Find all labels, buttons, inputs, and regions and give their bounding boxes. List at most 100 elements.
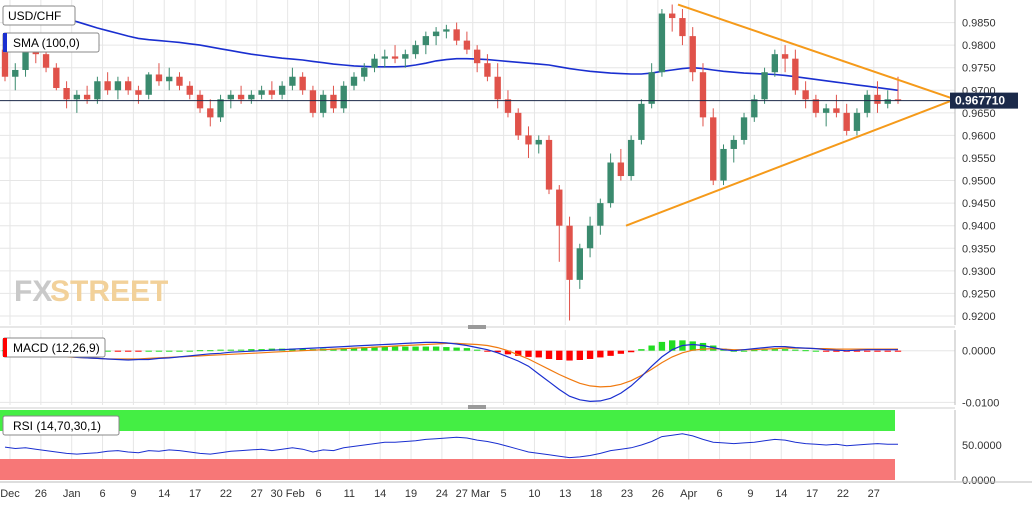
candle-body [556, 189, 563, 226]
price-panel[interactable]: FX STREET 0.98500.98000.97500.97000.9650… [0, 0, 1018, 325]
macd-histogram-bar [391, 346, 399, 351]
macd-histogram-bar [217, 349, 224, 351]
resize-grip-1[interactable] [468, 325, 486, 329]
current-price-tag-box [950, 92, 1018, 109]
price-tick-label: 0.9500 [962, 176, 996, 188]
candle-body [710, 117, 717, 181]
candle-body [648, 72, 655, 104]
candle-body [412, 45, 419, 55]
candle-body [473, 49, 481, 64]
candle-down [699, 63, 707, 127]
candle-up [145, 72, 152, 100]
candle-down [453, 22, 460, 46]
candle-body [576, 248, 583, 280]
rsi-overbought-zone [0, 410, 895, 431]
x-tick-label: Jan [63, 488, 81, 500]
x-tick-label: 9 [130, 488, 136, 500]
candle-down [473, 45, 481, 73]
macd-histogram-bar [648, 345, 655, 351]
candle-up [94, 76, 101, 104]
sma-path [4, 8, 899, 92]
price-tick-label: 0.9400 [962, 221, 996, 233]
candle-body [689, 36, 696, 73]
x-tick-label: 17 [189, 488, 201, 500]
candle-body [114, 81, 122, 91]
candle-body [371, 58, 378, 68]
candle-body [381, 56, 388, 59]
macd-histogram-bar [155, 350, 163, 352]
candle-body [278, 85, 286, 95]
candle-down [484, 54, 491, 82]
macd-histogram-bar [504, 350, 512, 355]
candle-down [309, 85, 317, 118]
sma-label[interactable]: SMA (100,0) [2, 32, 100, 53]
candle-up [114, 76, 122, 100]
macd-histogram-bar [740, 350, 748, 352]
candle-body [894, 99, 902, 101]
candle-body [422, 36, 430, 46]
macd-panel[interactable]: 0.0000 -0.0100 MACD (12,26,9) [0, 330, 999, 409]
price-tick-label: 0.9850 [962, 18, 996, 30]
candle-down [196, 90, 204, 113]
candles[interactable] [1, 4, 902, 321]
macd-label[interactable]: MACD (12,26,9) [2, 337, 106, 358]
candle-body [350, 76, 358, 86]
candle-body [361, 67, 368, 77]
macd-histogram-bar [586, 350, 594, 359]
price-tick-labels: 0.98500.98000.97500.97000.96500.96000.95… [962, 18, 996, 323]
candle-down [874, 81, 881, 113]
trendlines [625, 3, 956, 227]
candle-body [135, 90, 142, 95]
candle-body [730, 139, 737, 149]
macd-histogram-bar [556, 350, 563, 360]
candle-body [853, 112, 861, 131]
macd-histogram-bar [545, 350, 553, 359]
candle-body [340, 85, 347, 109]
macd-histogram-bar [186, 350, 193, 352]
symbol-text: USD/CHF [8, 9, 61, 23]
price-tick-label: 0.9450 [962, 198, 996, 210]
rsi-line [4, 433, 898, 459]
price-tick-label: 0.9750 [962, 63, 996, 75]
candle-down [792, 49, 799, 95]
candle-body [258, 90, 265, 95]
candle-up [73, 90, 81, 113]
candle-up [761, 67, 768, 104]
candle-up [597, 198, 604, 235]
candle-down [566, 216, 573, 321]
rsi-label-text: RSI (14,70,30,1) [13, 419, 101, 433]
macd-histogram-bar [114, 350, 122, 352]
candle-body [1, 49, 9, 77]
candle-down [268, 81, 276, 100]
panel-resize-handle-1[interactable] [0, 325, 955, 329]
macd-histogram-bar [874, 350, 881, 352]
resize-grip-2[interactable] [468, 405, 486, 409]
x-tick-label: 6 [315, 488, 321, 500]
macd-histogram-bar [494, 350, 501, 353]
rsi-label[interactable]: RSI (14,70,30,1) [2, 415, 120, 436]
candle-body [802, 90, 809, 100]
candle-body [627, 139, 635, 177]
panel-resize-handle-2[interactable] [0, 405, 955, 409]
candle-body [525, 135, 532, 145]
rsi-panel[interactable]: 50.0000 0.0000 RSI (14,70,30,1) [0, 410, 1002, 487]
candle-up [638, 99, 645, 145]
candle-body [320, 94, 327, 113]
candle-up [217, 94, 224, 122]
symbol-label[interactable]: USD/CHF [2, 5, 76, 26]
candle-body [391, 56, 399, 59]
candle-body [607, 162, 614, 204]
macd-histogram-bar [227, 349, 234, 351]
sma-label-text: SMA (100,0) [13, 36, 80, 50]
macd-histogram-bar [535, 350, 542, 358]
candle-down [689, 27, 696, 82]
candle-body [781, 54, 789, 59]
candle-body [792, 58, 799, 91]
x-tick-label: 27 [868, 488, 880, 500]
candle-down [299, 72, 306, 95]
candle-up [361, 63, 368, 82]
rsi-label-box [2, 415, 120, 436]
macd-histogram-bar [135, 350, 142, 352]
current-price-tag: 0.967710 [950, 92, 1018, 109]
